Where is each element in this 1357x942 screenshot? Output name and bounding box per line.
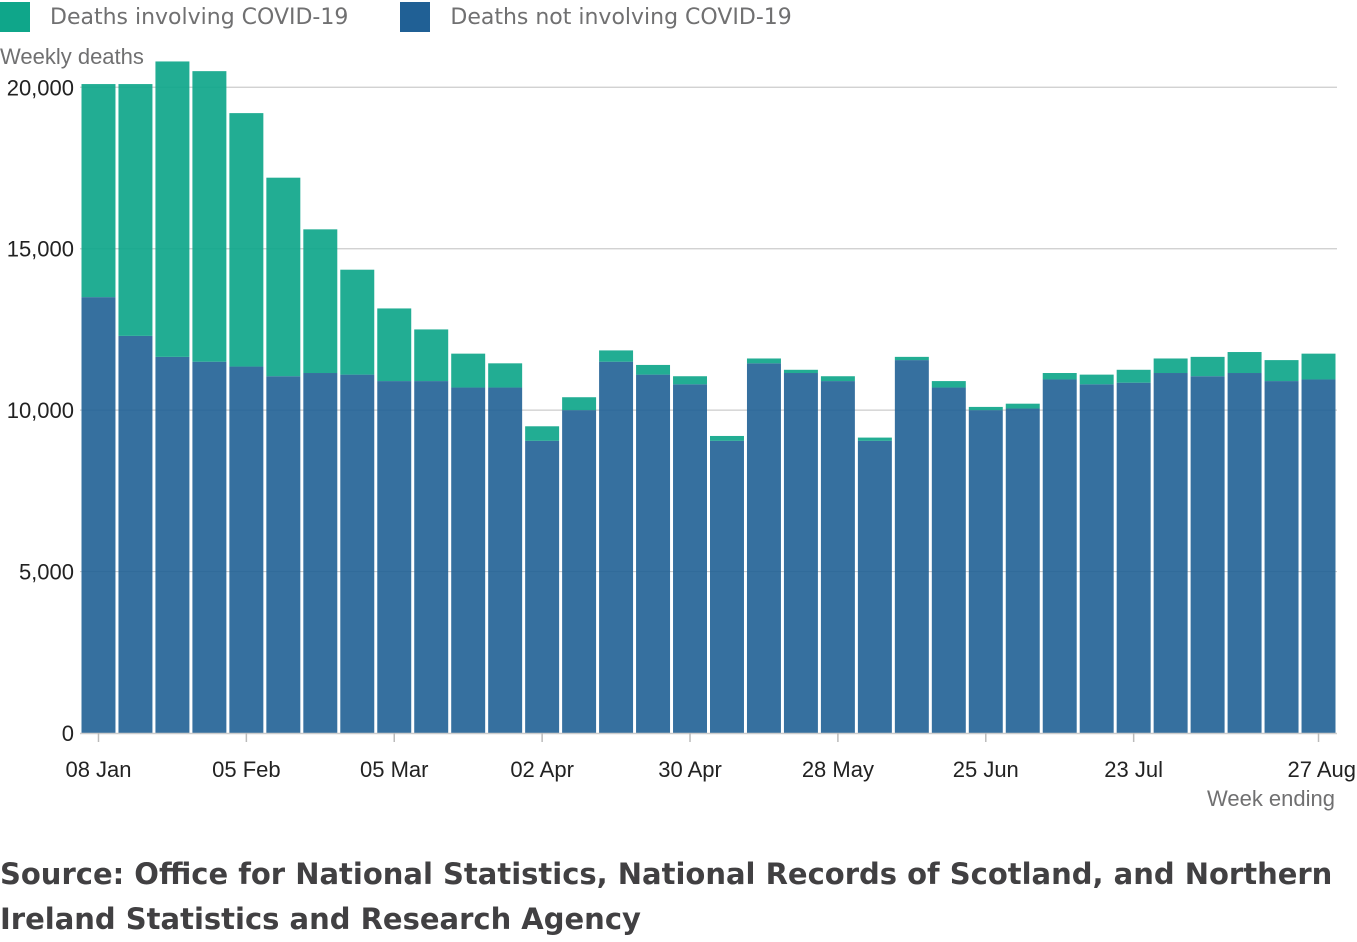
bar-non-covid	[192, 361, 227, 733]
bar-non-covid	[118, 335, 153, 733]
bar-non-covid	[229, 366, 264, 733]
bar-non-covid	[783, 373, 818, 733]
bar-non-covid	[673, 384, 707, 733]
bar-non-covid	[636, 374, 671, 733]
bar-non-covid	[1079, 384, 1114, 733]
bar-non-covid	[1301, 379, 1336, 733]
bar-covid	[451, 353, 486, 388]
bar-covid	[414, 329, 449, 382]
bar-non-covid	[414, 381, 449, 733]
bar-covid	[377, 308, 412, 382]
bar-non-covid	[562, 410, 597, 733]
x-tick-label: 05 Mar	[360, 757, 428, 782]
y-axis-title: Weekly deaths	[0, 44, 144, 69]
bar-non-covid	[340, 374, 375, 733]
bar-covid	[1042, 373, 1077, 380]
bar-non-covid	[1042, 379, 1077, 733]
bar-non-covid	[155, 356, 190, 733]
x-tick-label: 02 Apr	[510, 757, 574, 782]
x-tick-label: 08 Jan	[65, 757, 131, 782]
bar-non-covid	[820, 381, 855, 733]
x-tick-label: 05 Feb	[212, 757, 281, 782]
bar-covid	[1116, 369, 1151, 383]
bar-covid	[746, 358, 781, 364]
bar-covid	[968, 406, 1003, 411]
bar-non-covid	[81, 297, 116, 733]
bar-covid	[857, 437, 892, 441]
bar-non-covid	[303, 373, 338, 733]
x-tick-label: 27 Aug	[1287, 757, 1356, 782]
bar-non-covid	[488, 387, 523, 733]
legend-label-covid: Deaths involving COVID-19	[50, 4, 349, 30]
bar-non-covid	[1116, 382, 1151, 733]
bar-covid	[820, 376, 855, 382]
x-tick-label: 23 Jul	[1104, 757, 1163, 782]
bar-non-covid	[968, 410, 1003, 733]
bar-non-covid	[1190, 376, 1225, 733]
bar-non-covid	[599, 361, 634, 733]
chart-legend: Deaths involving COVID-19 Deaths not inv…	[0, 0, 844, 34]
bar-covid	[894, 356, 929, 361]
bar-covid	[303, 229, 338, 374]
bar-non-covid	[1153, 373, 1188, 733]
bar-non-covid	[451, 387, 486, 733]
bar-covid	[1227, 352, 1262, 374]
bar-covid	[636, 364, 671, 375]
bar-covid	[155, 61, 190, 357]
y-tick-label: 10,000	[7, 398, 74, 423]
bar-covid	[118, 84, 153, 336]
bar-non-covid	[1264, 381, 1299, 733]
bar-covid	[673, 376, 707, 385]
x-tick-label: 28 May	[802, 757, 874, 782]
bar-non-covid	[710, 440, 744, 733]
bar-covid	[1005, 403, 1040, 409]
bars	[81, 61, 1336, 733]
y-tick-label: 5,000	[19, 560, 74, 585]
legend-label-non-covid: Deaths not involving COVID-19	[450, 4, 792, 30]
x-tick-label: 30 Apr	[658, 757, 722, 782]
bar-covid	[1264, 360, 1299, 382]
x-axis-title: Week ending	[1207, 786, 1335, 811]
bar-covid	[1153, 358, 1188, 374]
bar-covid	[229, 113, 264, 367]
bar-covid	[1079, 374, 1114, 385]
bar-non-covid	[746, 363, 781, 733]
bar-covid	[1190, 356, 1225, 377]
bar-non-covid	[857, 440, 892, 733]
bar-covid	[599, 350, 634, 362]
x-tick-label: 25 Jun	[953, 757, 1019, 782]
bar-covid	[525, 426, 560, 441]
y-tick-label: 0	[62, 721, 74, 746]
bar-non-covid	[377, 381, 412, 733]
bar-covid	[783, 369, 818, 374]
bar-covid	[81, 84, 116, 298]
bar-covid	[562, 397, 597, 411]
bar-covid	[710, 435, 744, 441]
legend-item-covid: Deaths involving COVID-19	[0, 2, 348, 32]
legend-swatch-non-covid	[400, 2, 431, 32]
stacked-bar-chart: 0 5,000 10,000 15,000 20,000 08 Jan 05 Feb 05 M…	[0, 44, 1356, 811]
bar-covid	[266, 177, 301, 377]
legend-swatch-covid	[0, 2, 30, 32]
bar-covid	[1301, 353, 1336, 380]
legend-item-non-covid: Deaths not involving COVID-19	[400, 2, 792, 32]
bar-covid	[488, 363, 523, 388]
bar-non-covid	[266, 376, 301, 733]
bar-covid	[340, 269, 375, 375]
y-tick-label: 20,000	[7, 75, 74, 100]
bar-covid	[931, 381, 966, 388]
axes: 0 5,000 10,000 15,000 20,000 08 Jan 05 Feb 05 M…	[7, 75, 1356, 782]
y-tick-label: 15,000	[7, 237, 74, 262]
bar-non-covid	[931, 387, 966, 733]
bar-non-covid	[894, 360, 929, 733]
bar-covid	[192, 71, 227, 362]
bar-non-covid	[1005, 408, 1040, 733]
bar-non-covid	[1227, 373, 1262, 733]
bar-non-covid	[525, 440, 560, 733]
source-note: Source: Office for National Statistics, …	[0, 857, 1333, 936]
